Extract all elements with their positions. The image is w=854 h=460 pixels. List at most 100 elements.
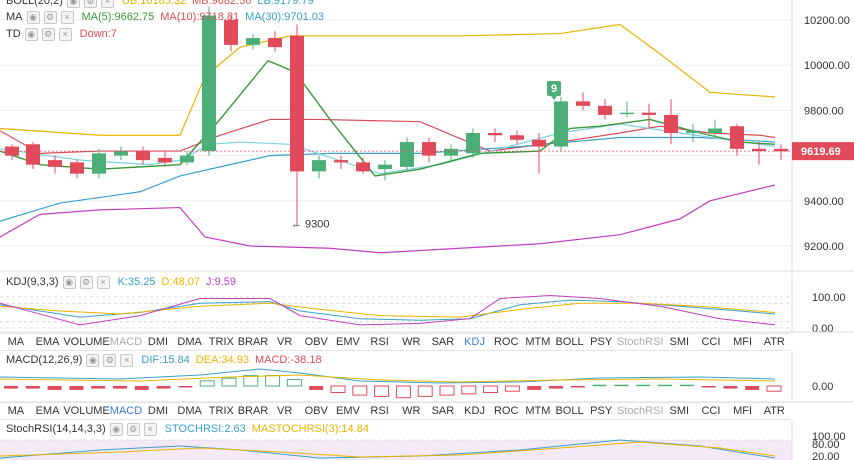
candlestick[interactable] (312, 155, 326, 179)
indicator-tab-stochrsi[interactable]: StochRSI (617, 405, 664, 417)
candlestick[interactable] (400, 137, 414, 172)
gear-icon[interactable]: ⚙ (79, 275, 93, 289)
indicator-tab-emv[interactable]: EMV (336, 405, 360, 417)
indicator-tab-mtm[interactable]: MTM (525, 336, 551, 348)
indicator-tab-macd[interactable]: MACD (109, 405, 143, 417)
gear-icon[interactable]: ⚙ (43, 10, 57, 24)
indicator-tab-vr[interactable]: VR (276, 336, 293, 348)
eye-icon[interactable]: ◉ (86, 353, 100, 367)
indicator-tab-mtm[interactable]: MTM (525, 405, 551, 417)
eye-icon[interactable]: ◉ (62, 275, 76, 289)
indicator-tab-brar[interactable]: BRAR (237, 405, 269, 417)
indicator-tab-atr[interactable]: ATR (763, 405, 785, 417)
indicator-tab-cci[interactable]: CCI (701, 405, 721, 417)
gear-icon[interactable]: ⚙ (103, 353, 117, 367)
candlestick[interactable] (246, 33, 260, 50)
eye-icon[interactable]: ◉ (66, 0, 80, 8)
indicator-tab-trix[interactable]: TRIX (208, 405, 234, 417)
candlestick[interactable] (686, 123, 700, 143)
eye-icon[interactable]: ◉ (26, 10, 40, 24)
candlestick[interactable] (422, 137, 436, 163)
close-icon[interactable]: × (143, 422, 157, 436)
candlestick[interactable] (532, 133, 546, 174)
close-icon[interactable]: × (120, 353, 134, 367)
indicator-tab-dma[interactable]: DMA (177, 405, 202, 417)
indicator-tab-ema[interactable]: EMA (35, 405, 60, 417)
indicator-tab-mfi[interactable]: MFI (733, 336, 753, 348)
indicator-tab-obv[interactable]: OBV (304, 336, 328, 348)
candlestick[interactable] (510, 130, 524, 145)
indicator-tab-trix[interactable]: TRIX (208, 336, 234, 348)
candlestick[interactable] (26, 142, 40, 170)
candlestick[interactable] (92, 148, 106, 179)
candlestick[interactable] (554, 96, 568, 152)
indicator-tab-volume[interactable]: VOLUME (63, 336, 110, 348)
candlestick[interactable] (356, 157, 370, 174)
candlestick[interactable] (708, 119, 722, 138)
indicator-tab-wr[interactable]: WR (402, 336, 421, 348)
gear-icon[interactable]: ⚙ (41, 27, 55, 41)
indicator-tab-rsi[interactable]: RSI (370, 336, 389, 348)
indicator-tab-psy[interactable]: PSY (590, 336, 613, 348)
indicator-tab-dmi[interactable]: DMI (147, 405, 169, 417)
indicator-tab-rsi[interactable]: RSI (370, 405, 389, 417)
indicator-tab-ma[interactable]: MA (7, 405, 25, 417)
close-icon[interactable]: × (60, 10, 74, 24)
indicator-tab-psy[interactable]: PSY (590, 405, 613, 417)
gear-icon[interactable]: ⚙ (83, 0, 97, 8)
candlestick[interactable] (136, 146, 150, 165)
candlestick[interactable] (620, 101, 634, 118)
indicator-tab-vr[interactable]: VR (276, 405, 293, 417)
candlestick[interactable] (290, 24, 304, 226)
indicator-tab-volume[interactable]: VOLUME (63, 405, 110, 417)
indicator-tab-kdj[interactable]: KDJ (464, 405, 485, 417)
indicator-tab-macd[interactable]: MACD (109, 336, 143, 348)
candlestick[interactable] (114, 146, 128, 161)
close-icon[interactable]: × (58, 27, 72, 41)
indicator-tab-sar[interactable]: SAR (431, 336, 455, 348)
candlestick[interactable] (598, 99, 612, 120)
candlestick[interactable] (158, 151, 172, 167)
price-chart[interactable]: 10200.0010000.009800.009600.009400.00920… (0, 0, 854, 272)
indicator-tab-kdj[interactable]: KDJ (464, 336, 485, 348)
indicator-tab-boll[interactable]: BOLL (555, 336, 584, 348)
candlestick[interactable] (444, 144, 458, 161)
candlestick[interactable] (202, 6, 216, 156)
candlestick[interactable] (488, 128, 502, 143)
indicator-tab-roc[interactable]: ROC (493, 336, 519, 348)
candlestick[interactable] (48, 155, 62, 174)
close-icon[interactable]: × (96, 275, 110, 289)
candlestick[interactable] (752, 142, 766, 165)
kdj-chart[interactable]: 100.00 0.00 (0, 273, 854, 333)
candlestick[interactable] (70, 160, 84, 179)
indicator-tab-obv[interactable]: OBV (304, 405, 328, 417)
indicator-tab-ma[interactable]: MA (7, 336, 25, 348)
gear-icon[interactable]: ⚙ (126, 422, 140, 436)
indicator-tab-mfi[interactable]: MFI (733, 405, 753, 417)
indicator-tab-ema[interactable]: EMA (35, 336, 60, 348)
candlestick[interactable] (664, 99, 678, 145)
indicator-tab-dma[interactable]: DMA (177, 336, 202, 348)
indicator-tab-wr[interactable]: WR (402, 405, 421, 417)
candlestick[interactable] (466, 128, 480, 158)
candlestick[interactable] (5, 144, 19, 161)
indicator-tab-brar[interactable]: BRAR (237, 336, 269, 348)
candlestick[interactable] (774, 144, 788, 161)
indicator-tab-stochrsi[interactable]: StochRSI (617, 336, 664, 348)
indicator-tab-smi[interactable]: SMI (669, 405, 690, 417)
indicator-tab-cci[interactable]: CCI (701, 336, 721, 348)
eye-icon[interactable]: ◉ (24, 27, 38, 41)
indicator-tab-smi[interactable]: SMI (669, 336, 690, 348)
indicator-tab-emv[interactable]: EMV (336, 336, 360, 348)
candlestick[interactable] (576, 92, 590, 111)
candlestick[interactable] (642, 103, 656, 129)
candlestick[interactable] (334, 155, 348, 170)
indicator-tab-roc[interactable]: ROC (493, 405, 519, 417)
indicator-tab-sar[interactable]: SAR (431, 405, 455, 417)
candlestick[interactable] (180, 151, 194, 165)
close-icon[interactable]: × (100, 0, 114, 8)
candlestick[interactable] (224, 15, 238, 52)
candlestick[interactable] (268, 31, 282, 52)
candlestick[interactable] (378, 160, 392, 181)
